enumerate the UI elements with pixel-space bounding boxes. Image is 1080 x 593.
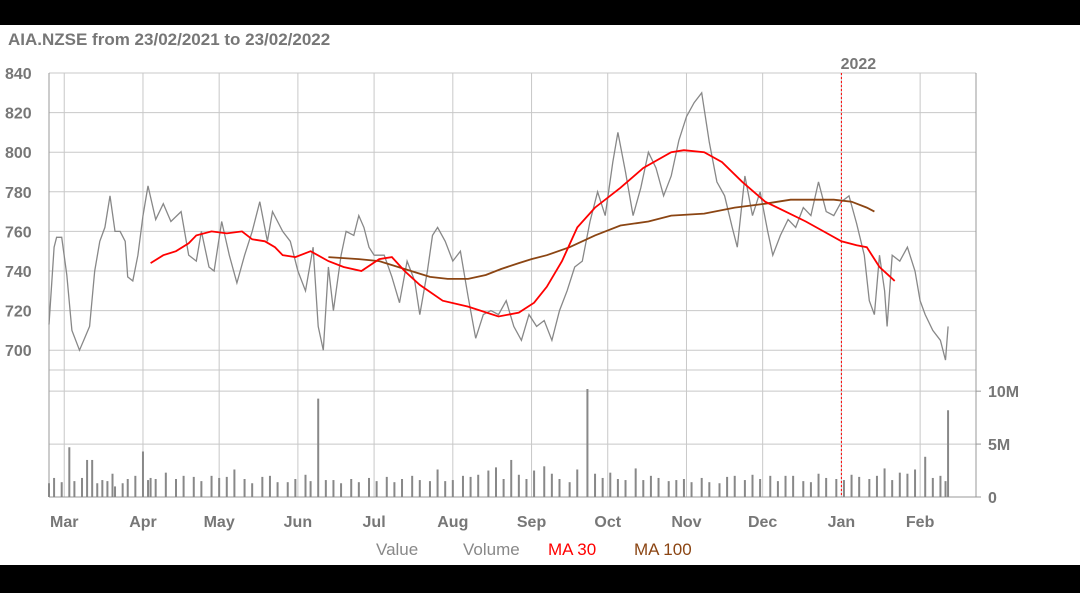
x-tick-label: May bbox=[204, 514, 235, 531]
x-tick-label: Feb bbox=[906, 514, 935, 531]
y-tick-label: 780 bbox=[5, 185, 32, 202]
volume-tick-label: 5M bbox=[988, 437, 1010, 454]
y-tick-label: 820 bbox=[5, 106, 32, 123]
chart-frame: AIA.NZSE from 23/02/2021 to 23/02/2022 8… bbox=[0, 25, 1080, 565]
legend-item: MA 100 bbox=[634, 540, 692, 559]
x-tick-label: Oct bbox=[594, 514, 621, 531]
y-tick-label: 760 bbox=[5, 224, 32, 241]
y-tick-label: 840 bbox=[5, 66, 32, 83]
ma100-line bbox=[328, 198, 875, 280]
legend-item: Volume bbox=[463, 540, 520, 559]
volume-axis-ticks: 10M 5M 0 bbox=[976, 384, 1019, 507]
x-tick-label: Dec bbox=[748, 514, 777, 531]
y-axis-ticks: 840 820 800 780 760 740 720 700 bbox=[5, 66, 32, 360]
y-tick-label: 800 bbox=[5, 145, 32, 162]
year-marker-label: 2022 bbox=[841, 56, 877, 73]
x-tick-label: Apr bbox=[129, 514, 157, 531]
grid-lines bbox=[48, 72, 977, 498]
y-tick-label: 720 bbox=[5, 304, 32, 321]
volume-tick-label: 0 bbox=[988, 490, 997, 507]
x-tick-label: Jul bbox=[363, 514, 386, 531]
x-tick-label: Mar bbox=[50, 514, 78, 531]
volume-bars bbox=[48, 389, 950, 497]
x-tick-label: Aug bbox=[437, 514, 468, 531]
x-tick-label: Jun bbox=[284, 514, 312, 531]
x-tick-label: Jan bbox=[828, 514, 856, 531]
y-tick-label: 740 bbox=[5, 264, 32, 281]
x-tick-label: Sep bbox=[517, 514, 547, 531]
volume-tick-label: 10M bbox=[988, 384, 1019, 401]
x-axis-ticks: Mar Apr May Jun Jul Aug Sep Oct Nov Dec Jan Feb bbox=[50, 514, 935, 531]
year-marker: 2022 bbox=[841, 56, 877, 497]
y-tick-label: 700 bbox=[5, 343, 32, 360]
value-line bbox=[48, 91, 949, 361]
legend-item: Value bbox=[376, 540, 418, 559]
stock-chart: AIA.NZSE from 23/02/2021 to 23/02/2022 8… bbox=[5, 30, 1019, 559]
series-lines bbox=[48, 91, 949, 361]
ma30-line bbox=[150, 149, 896, 318]
legend-item: MA 30 bbox=[548, 540, 596, 559]
chart-title: AIA.NZSE from 23/02/2021 to 23/02/2022 bbox=[8, 30, 330, 49]
x-tick-label: Nov bbox=[671, 514, 701, 531]
legend: Value Volume MA 30 MA 100 bbox=[376, 540, 692, 559]
plot-area bbox=[49, 73, 976, 498]
